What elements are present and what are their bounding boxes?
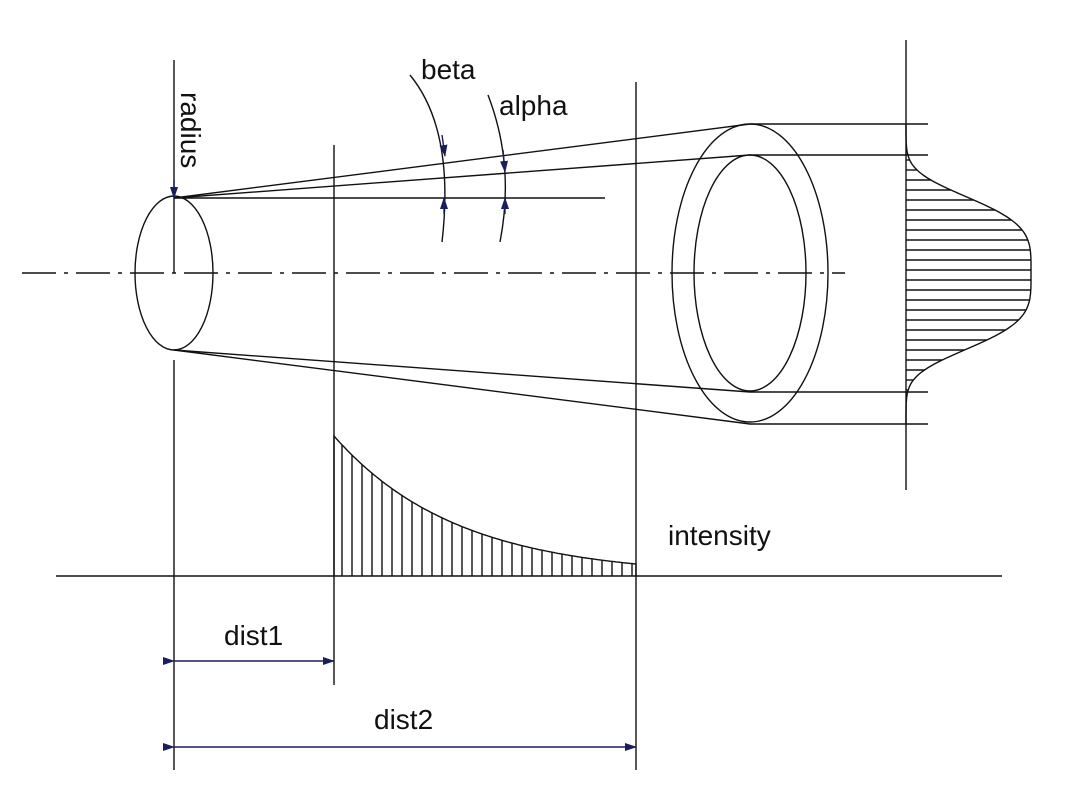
radius-label: radius [175, 92, 206, 169]
dist1-label: dist1 [224, 620, 284, 651]
radial-profile-hatching [906, 139, 1031, 411]
alpha-label: alpha [499, 90, 568, 121]
cone-ray-upper-inner [173, 154, 751, 199]
axial-profile-hatching [341, 444, 633, 576]
cone-ray-upper-outer [173, 123, 751, 199]
radial-profile-curve [905, 124, 1032, 424]
cone-ray-lower-inner [173, 349, 751, 393]
dist2-label: dist2 [374, 704, 434, 735]
beta-arc [409, 74, 446, 243]
cone-ray-lower-outer [173, 349, 751, 425]
beta-arrow-top [439, 134, 448, 157]
axial-profile-curve [333, 434, 637, 576]
beta-label: beta [421, 54, 476, 85]
alpha-arrow-top [500, 149, 508, 173]
intensity-label: intensity [668, 520, 771, 551]
